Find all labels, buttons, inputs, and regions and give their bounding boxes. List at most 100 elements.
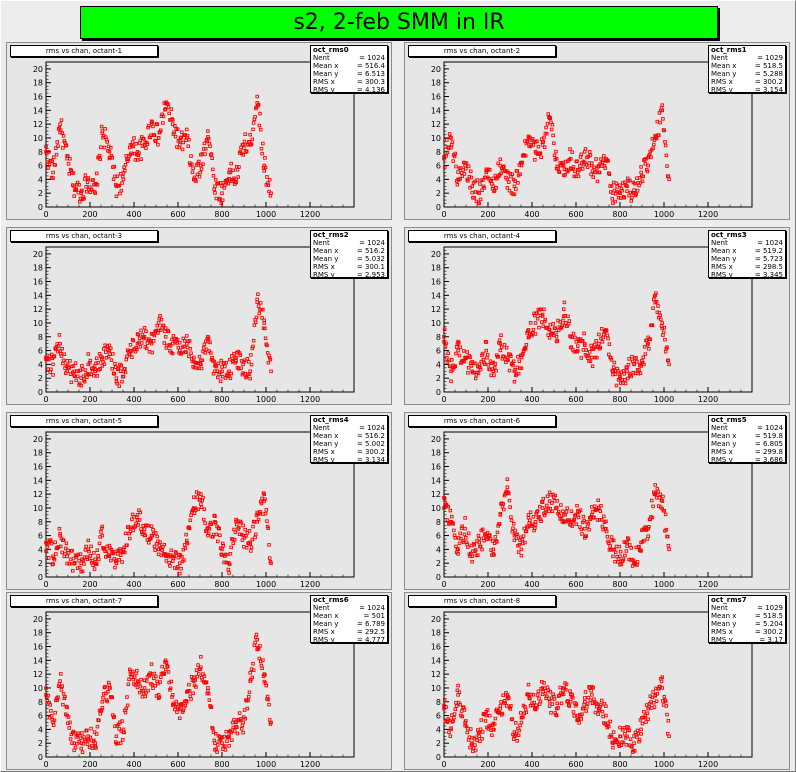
scatter-point xyxy=(58,679,62,683)
scatter-point xyxy=(227,561,231,565)
scatter-series xyxy=(442,291,671,388)
scatter-point xyxy=(104,555,108,559)
scatter-point xyxy=(230,537,235,542)
scatter-point xyxy=(209,522,214,526)
scatter-point xyxy=(639,362,643,367)
scatter-point xyxy=(650,515,655,520)
scatter-point xyxy=(568,520,573,524)
scatter-point xyxy=(51,355,56,359)
scatter-point xyxy=(536,144,541,149)
scatter-point xyxy=(535,139,539,143)
scatter-point xyxy=(552,141,556,145)
scatter-point xyxy=(610,740,615,745)
scatter-point xyxy=(79,376,83,380)
x-tick-label: 200 xyxy=(82,395,97,404)
scatter-point xyxy=(197,174,202,179)
scatter-point xyxy=(267,356,272,360)
scatter-point xyxy=(591,347,595,351)
scatter-point xyxy=(505,186,510,190)
scatter-point xyxy=(509,518,514,523)
scatter-point xyxy=(235,731,240,736)
scatter-point xyxy=(626,725,631,730)
scatter-point xyxy=(213,514,217,518)
x-tick-label: 800 xyxy=(612,210,627,219)
panel-title: rms vs chan, octant-4 xyxy=(408,230,556,242)
scatter-point xyxy=(225,552,229,557)
scatter-point xyxy=(636,371,641,376)
scatter-point xyxy=(457,536,461,540)
plot-area xyxy=(45,611,355,758)
panel-title: rms vs chan, octant-2 xyxy=(408,45,556,57)
scatter-point xyxy=(195,172,200,177)
stats-equals: = xyxy=(356,628,365,636)
scatter-point xyxy=(445,138,449,142)
stats-value: 6.789 xyxy=(364,620,385,628)
panel-title: rms vs chan, octant-5 xyxy=(10,415,158,427)
scatter-point xyxy=(571,696,575,700)
scatter-point xyxy=(518,172,522,176)
scatter-point xyxy=(189,351,193,355)
scatter-point xyxy=(449,520,453,524)
scatter-point xyxy=(263,326,267,331)
x-tick-label: 400 xyxy=(126,580,141,589)
scatter-point xyxy=(590,693,594,697)
scatter-point xyxy=(542,319,547,324)
scatter-point xyxy=(446,351,450,355)
scatter-point xyxy=(149,122,154,126)
scatter-point xyxy=(269,191,273,195)
scatter-point xyxy=(137,336,142,341)
scatter-point xyxy=(164,559,169,563)
x-tick-label: 1200 xyxy=(698,395,718,404)
scatter-point xyxy=(241,143,245,147)
scatter-point xyxy=(163,101,168,106)
stats-value: 6.805 xyxy=(762,440,783,448)
stats-label: RMS y xyxy=(711,86,733,94)
scatter-point xyxy=(488,723,493,728)
scatter-point xyxy=(78,565,82,570)
x-tick-label: 200 xyxy=(480,580,495,589)
stats-row-rms-x: RMS x = 300.2 xyxy=(711,78,783,86)
y-tick-label: 0 xyxy=(38,573,43,582)
scatter-point xyxy=(66,721,70,725)
scatter-point xyxy=(211,174,216,178)
scatter-point xyxy=(182,558,186,562)
scatter-point xyxy=(646,534,650,538)
stats-name: oct_rms5 xyxy=(711,416,747,424)
scatter-point xyxy=(71,171,76,175)
scatter-point xyxy=(448,508,453,513)
scatter-point xyxy=(59,354,64,358)
scatter-point xyxy=(580,532,584,536)
scatter-point xyxy=(528,510,533,514)
stats-label: Nent xyxy=(313,54,330,62)
scatter-point xyxy=(449,514,454,519)
scatter-point xyxy=(498,348,503,353)
scatter-point xyxy=(241,371,245,375)
scatter-point xyxy=(576,713,580,718)
y-tick-label: 20 xyxy=(33,65,43,74)
y-tick-label: 4 xyxy=(436,175,441,184)
scatter-point xyxy=(178,136,183,140)
scatter-point xyxy=(618,183,622,187)
chart-panel-3: 0 2 4 6 8 10 12 14 16 18 20 0 200 400 600 800 1000 1200 rm… xyxy=(6,227,392,405)
scatter-point xyxy=(561,509,565,513)
scatter-point xyxy=(484,713,488,718)
scatter-point xyxy=(505,485,510,489)
scatter-point xyxy=(47,715,52,720)
x-tick-label: 200 xyxy=(82,760,97,769)
y-tick-label: 10 xyxy=(33,134,43,143)
scatter-point xyxy=(249,362,254,367)
scatter-point xyxy=(477,734,481,739)
scatter-point xyxy=(445,150,450,155)
scatter-point xyxy=(45,545,50,549)
scatter-point xyxy=(166,101,170,106)
scatter-point xyxy=(175,127,180,132)
scatter-point xyxy=(621,557,626,561)
scatter-point xyxy=(258,301,263,305)
scatter-point xyxy=(477,540,481,545)
scatter-point xyxy=(666,174,671,178)
scatter-point xyxy=(488,537,493,541)
scatter-point xyxy=(99,526,104,531)
scatter-point xyxy=(667,177,671,182)
scatter-point xyxy=(98,367,102,371)
stats-row-mean-y: Mean y = 6.513 xyxy=(313,70,385,78)
